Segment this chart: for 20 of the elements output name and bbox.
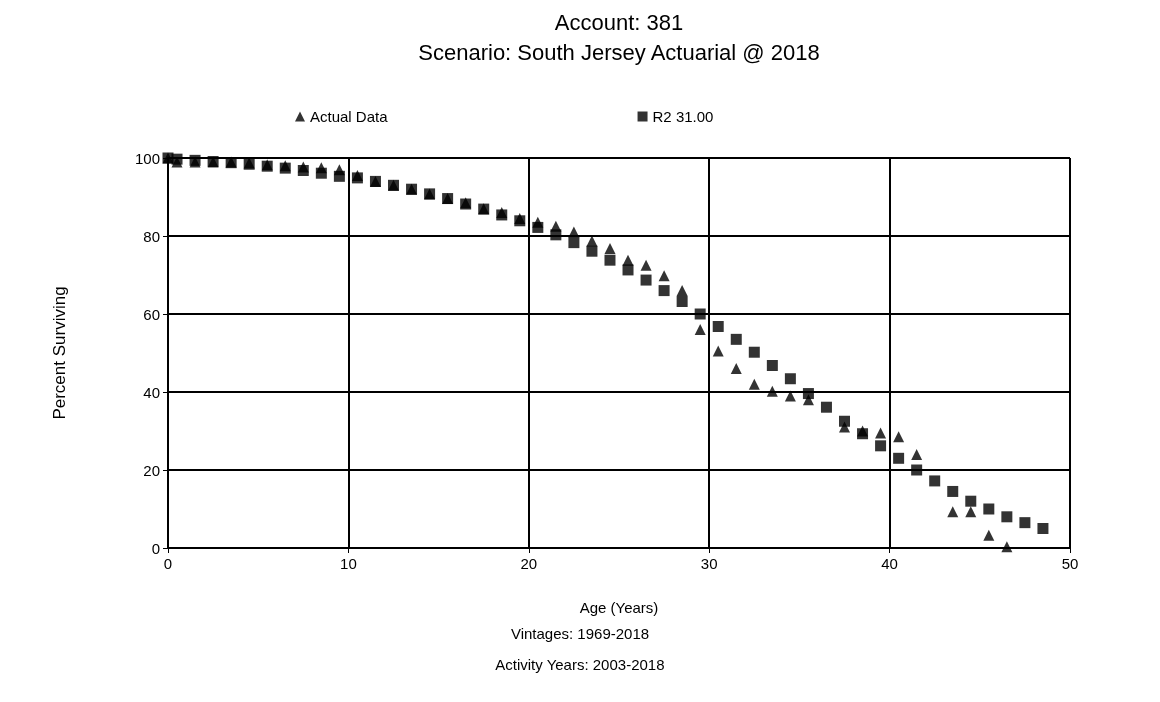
x-tick-label: 20 [520,555,538,572]
legend-label: R2 31.00 [652,108,714,125]
y-tick-label: 60 [143,305,160,323]
x-axis-title: Age (Years) [579,599,659,616]
text: Vintages: 1969-2018 [510,625,650,642]
chart-subtitle: Scenario: South Jersey Actuarial @ 2018 [418,39,820,65]
x-tick-label: 50 [1061,555,1079,572]
chart-title: Account: 381 [554,9,684,35]
y-tick-label: 20 [143,461,160,479]
x-tick-label: 10 [340,555,357,572]
x-tick-label: 30 [700,555,718,572]
y-tick-label: 0 [151,539,160,557]
x-tick-label: 40 [881,555,898,572]
y-tick-label: 40 [143,383,160,401]
legend-label: Actual Data [310,108,389,125]
text: Activity Years: 2003-2018 [495,656,665,673]
y-tick-label: 80 [143,227,160,245]
x-tick-label: 0 [163,555,173,572]
y-axis-title: Percent Surviving [50,286,69,420]
y-tick-label: 100 [134,149,160,167]
